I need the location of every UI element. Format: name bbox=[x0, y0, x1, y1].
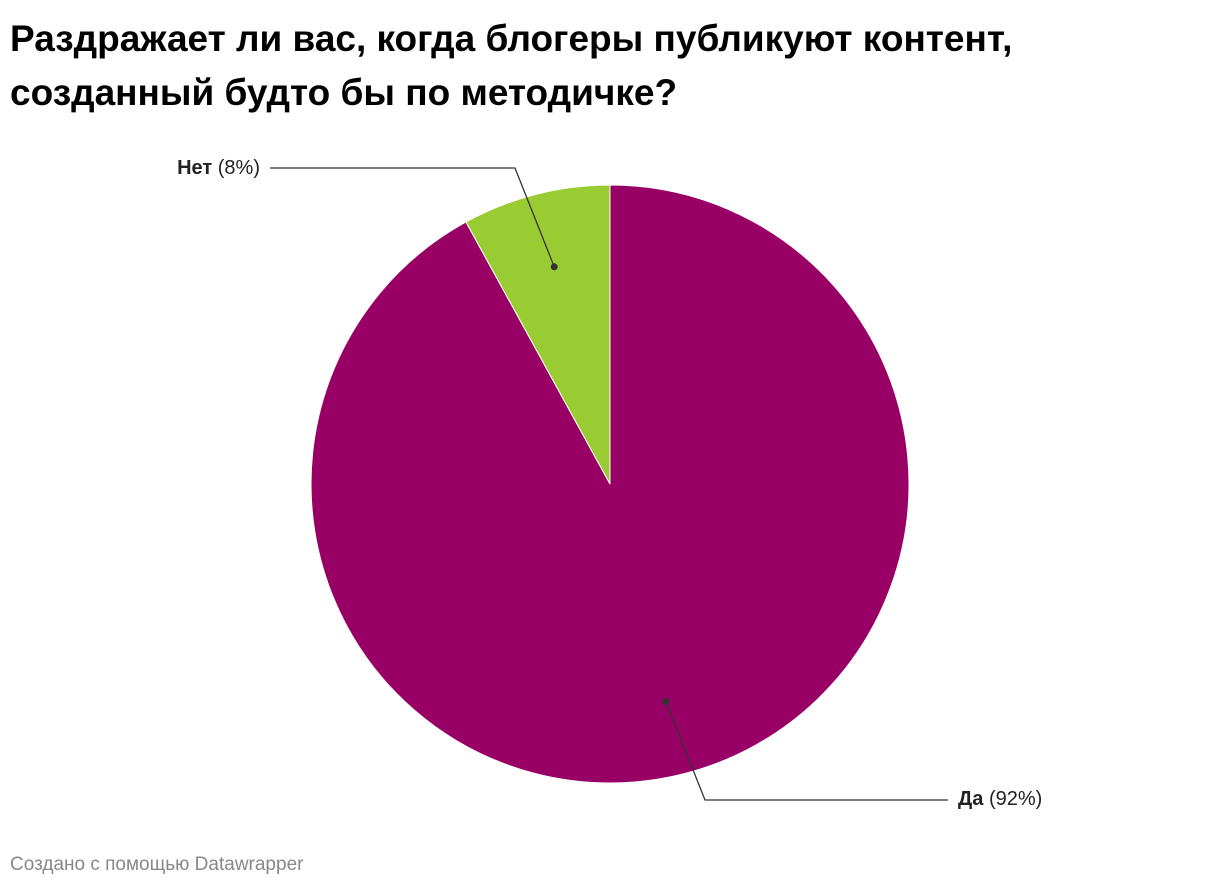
leader-line bbox=[665, 700, 948, 801]
slice-label: Нет (8%) bbox=[177, 157, 260, 179]
chart-title: Раздражает ли вас, когда блогеры публику… bbox=[10, 18, 1013, 113]
slice-label: Да (92%) bbox=[958, 788, 1042, 810]
slice-name: Да bbox=[958, 788, 984, 810]
leader-dot bbox=[662, 697, 670, 705]
slice-value: (92%) bbox=[989, 788, 1042, 810]
slice-value: (8%) bbox=[218, 157, 260, 179]
slice-name: Нет bbox=[177, 157, 212, 179]
leader-dot bbox=[550, 263, 558, 271]
pie-slice bbox=[465, 184, 611, 485]
leader-line bbox=[270, 167, 555, 268]
footer: Создано с помощью Datawrapper bbox=[10, 854, 304, 875]
